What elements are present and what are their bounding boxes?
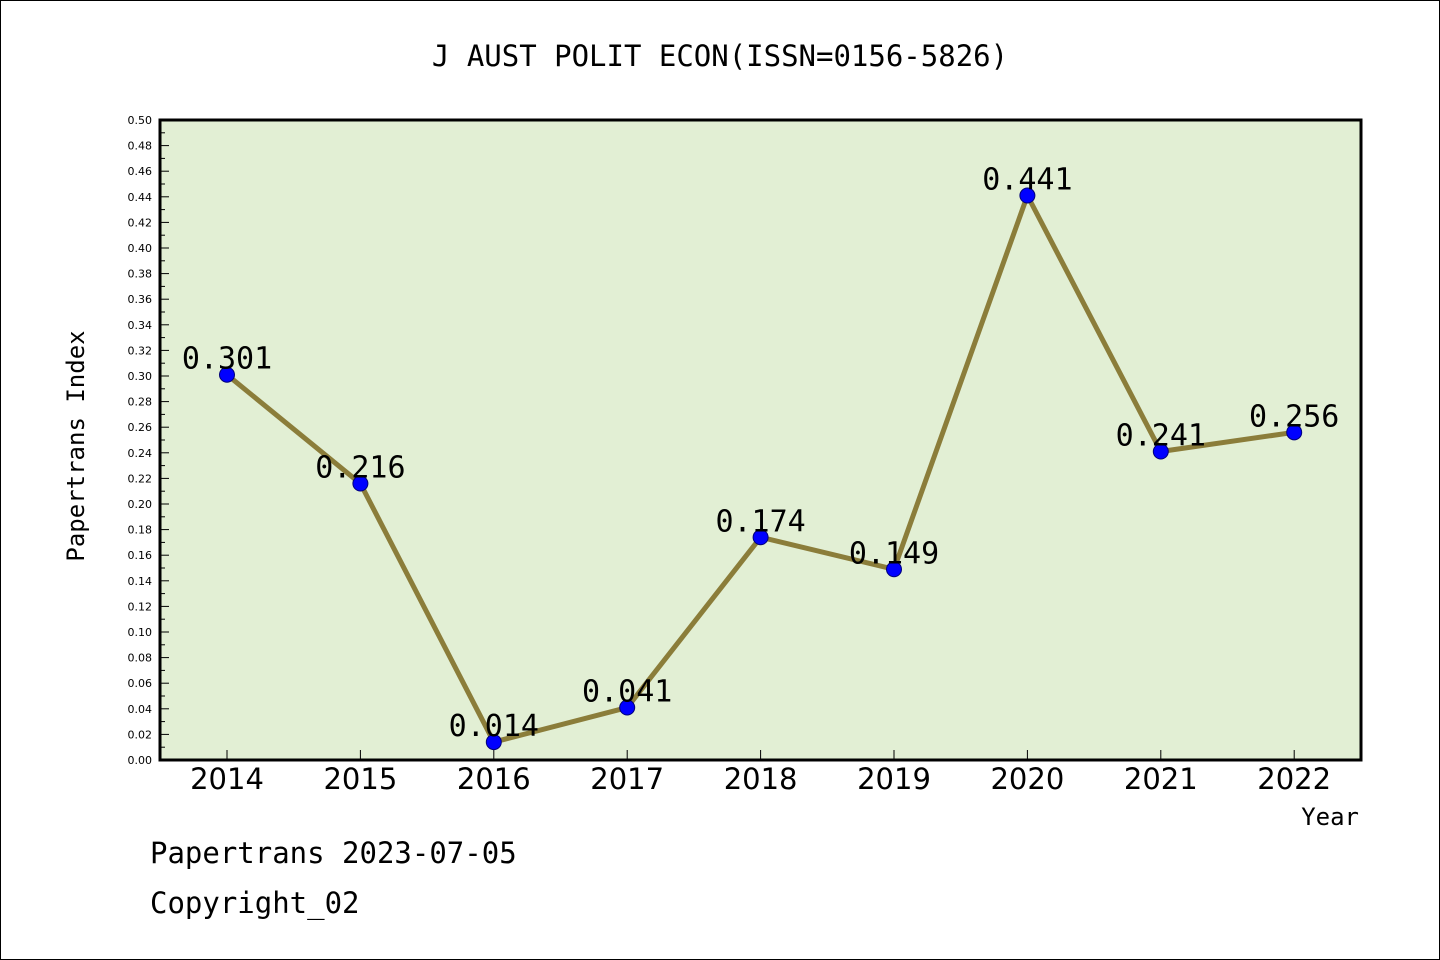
data-label: 0.441 [982, 163, 1072, 198]
x-tick-label: 2017 [590, 762, 664, 796]
y-tick-label: 0.46 [128, 165, 153, 178]
y-tick-label: 0.04 [128, 703, 153, 716]
x-tick-label: 2021 [1124, 762, 1198, 796]
markers-group [219, 187, 1303, 751]
data-labels-group: 0.301 0.216 0.014 0.041 0.174 0.149 0.441 0.241… [182, 163, 1340, 745]
data-label: 0.216 [315, 451, 405, 486]
x-tick-label: 2015 [323, 762, 397, 796]
x-tick-label: 2019 [857, 762, 931, 796]
data-label: 0.241 [1116, 419, 1206, 454]
y-tick-label: 0.06 [128, 677, 153, 690]
data-point [1286, 424, 1303, 441]
data-point [1152, 443, 1169, 460]
x-tick-label: 2020 [990, 762, 1064, 796]
x-axis-ticks: 2014 2015 2016 2017 2018 2019 2020 2021 2022 [190, 750, 1331, 796]
y-tick-label: 0.08 [128, 652, 153, 665]
y-tick-label: 0.50 [128, 114, 153, 127]
y-tick-label: 0.00 [128, 754, 153, 767]
data-label: 0.149 [849, 536, 939, 571]
y-tick-label: 0.28 [128, 396, 153, 409]
y-tick-label: 0.14 [128, 575, 153, 588]
y-tick-label: 0.42 [128, 216, 153, 229]
x-axis-label: Year [1301, 803, 1359, 831]
y-tick-label: 0.16 [128, 549, 153, 562]
data-label: 0.301 [182, 342, 272, 377]
x-tick-label: 2018 [724, 762, 798, 796]
data-point [752, 529, 769, 546]
x-tick-label: 2014 [190, 762, 264, 796]
footer-date: Papertrans 2023-07-05 [150, 836, 517, 870]
data-point [886, 561, 902, 578]
y-tick-label: 0.32 [128, 344, 153, 357]
plot-area [158, 118, 1363, 762]
data-label: 0.256 [1249, 399, 1339, 434]
chart-title: J AUST POLIT ECON(ISSN=0156-5826) [432, 39, 1008, 73]
data-label: 0.174 [715, 504, 805, 539]
data-point [619, 699, 636, 716]
y-tick-label: 0.30 [128, 370, 153, 383]
y-axis-label: Papertrans Index [62, 330, 90, 561]
data-label: 0.041 [582, 675, 672, 710]
y-tick-label: 0.36 [128, 293, 153, 306]
data-point [219, 366, 235, 383]
data-label: 0.014 [449, 709, 539, 744]
y-tick-label: 0.26 [128, 421, 153, 434]
y-tick-label: 0.12 [128, 600, 153, 613]
y-tick-label: 0.02 [128, 728, 153, 741]
y-tick-label: 0.10 [128, 626, 153, 639]
data-point [352, 475, 369, 492]
y-tick-label: 0.44 [128, 191, 153, 204]
data-point [485, 734, 502, 751]
y-tick-label: 0.22 [128, 472, 153, 485]
y-tick-label: 0.18 [128, 524, 153, 537]
footer-copyright: Copyright_02 [150, 886, 360, 920]
y-tick-label: 0.24 [128, 447, 153, 460]
x-tick-label: 2022 [1257, 762, 1331, 796]
y-tick-label: 0.40 [128, 242, 153, 255]
x-tick-label: 2016 [457, 762, 531, 796]
y-tick-label: 0.38 [128, 268, 153, 281]
y-tick-label: 0.20 [128, 498, 153, 511]
y-axis-ticks: 0.00 0.02 0.04 0.06 0.08 0.10 0.12 0.14 0.16 0.18… [128, 114, 169, 767]
data-point [1019, 187, 1036, 204]
y-tick-label: 0.48 [128, 140, 153, 153]
y-tick-label: 0.34 [128, 319, 153, 332]
